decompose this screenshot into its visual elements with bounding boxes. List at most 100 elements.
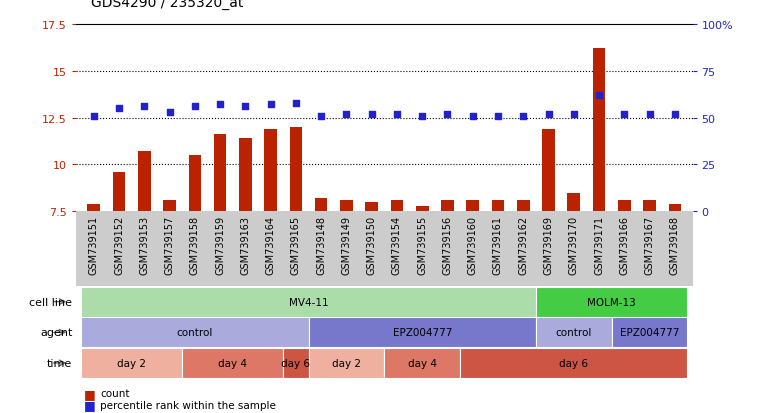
Point: [139, 104, 151, 110]
Bar: [416, 206, 428, 212]
Point: [239, 104, 251, 110]
Point: [669, 111, 681, 118]
Bar: [315, 199, 327, 212]
Bar: [308, 318, 536, 347]
Text: GSM739171: GSM739171: [594, 216, 604, 275]
Text: GSM739165: GSM739165: [291, 216, 301, 275]
Bar: [81, 318, 308, 347]
Bar: [390, 201, 403, 212]
Bar: [542, 130, 555, 212]
Bar: [618, 201, 631, 212]
Bar: [81, 287, 536, 317]
Bar: [536, 318, 612, 347]
Bar: [441, 201, 454, 212]
Bar: [239, 139, 252, 212]
Text: day 6: day 6: [282, 358, 310, 368]
Text: GSM739148: GSM739148: [316, 216, 326, 275]
Point: [593, 93, 605, 99]
Bar: [466, 201, 479, 212]
Text: ■: ■: [84, 398, 95, 411]
Bar: [113, 173, 126, 212]
Text: control: control: [556, 328, 592, 337]
Point: [644, 111, 656, 118]
Text: time: time: [47, 358, 72, 368]
Bar: [182, 348, 283, 378]
Text: GSM739160: GSM739160: [468, 216, 478, 275]
Text: GSM739155: GSM739155: [417, 216, 427, 275]
Point: [441, 111, 454, 118]
Point: [416, 113, 428, 120]
Bar: [138, 152, 151, 212]
Text: GSM739152: GSM739152: [114, 216, 124, 275]
Bar: [593, 49, 605, 212]
Bar: [517, 201, 530, 212]
Text: GSM739169: GSM739169: [543, 216, 553, 275]
Text: EPZ004777: EPZ004777: [620, 328, 680, 337]
Point: [113, 106, 125, 112]
Bar: [81, 348, 182, 378]
Point: [164, 109, 176, 116]
Bar: [668, 204, 681, 212]
Text: GSM739168: GSM739168: [670, 216, 680, 275]
Bar: [612, 318, 687, 347]
Text: GSM739167: GSM739167: [645, 216, 654, 275]
Text: GSM739159: GSM739159: [215, 216, 225, 275]
Point: [618, 111, 630, 118]
Text: GSM739157: GSM739157: [164, 216, 174, 275]
Text: GSM739149: GSM739149: [342, 216, 352, 275]
Text: cell line: cell line: [29, 297, 72, 307]
Text: GSM739162: GSM739162: [518, 216, 528, 275]
Text: GSM739164: GSM739164: [266, 216, 275, 275]
Text: day 4: day 4: [218, 358, 247, 368]
Point: [543, 111, 555, 118]
Text: MV4-11: MV4-11: [288, 297, 328, 307]
Text: GSM739151: GSM739151: [89, 216, 99, 275]
Text: percentile rank within the sample: percentile rank within the sample: [100, 400, 276, 410]
Text: GSM739170: GSM739170: [568, 216, 579, 275]
Bar: [214, 135, 227, 212]
Text: GSM739150: GSM739150: [367, 216, 377, 275]
Text: day 6: day 6: [559, 358, 588, 368]
Point: [568, 111, 580, 118]
Text: day 2: day 2: [332, 358, 361, 368]
Point: [265, 102, 277, 109]
Point: [315, 113, 327, 120]
Text: day 4: day 4: [408, 358, 437, 368]
Point: [466, 113, 479, 120]
Bar: [643, 201, 656, 212]
Bar: [384, 348, 460, 378]
Bar: [536, 287, 687, 317]
Bar: [340, 201, 353, 212]
Bar: [88, 204, 100, 212]
Text: control: control: [177, 328, 213, 337]
Point: [340, 111, 352, 118]
Text: GSM739156: GSM739156: [442, 216, 453, 275]
Bar: [283, 348, 308, 378]
Point: [189, 104, 201, 110]
Point: [391, 111, 403, 118]
Bar: [365, 202, 378, 212]
Point: [214, 102, 226, 109]
Bar: [308, 348, 384, 378]
Bar: [264, 130, 277, 212]
Text: EPZ004777: EPZ004777: [393, 328, 452, 337]
Bar: [568, 193, 580, 212]
Text: GSM739158: GSM739158: [189, 216, 200, 275]
Bar: [164, 201, 176, 212]
Text: GSM739153: GSM739153: [139, 216, 149, 275]
Text: GSM739154: GSM739154: [392, 216, 402, 275]
Text: MOLM-13: MOLM-13: [587, 297, 636, 307]
Text: ■: ■: [84, 387, 95, 400]
Text: GSM739166: GSM739166: [619, 216, 629, 275]
Text: count: count: [100, 388, 130, 398]
Bar: [189, 156, 201, 212]
Text: GDS4290 / 235320_at: GDS4290 / 235320_at: [91, 0, 244, 10]
Text: day 2: day 2: [117, 358, 146, 368]
Bar: [290, 128, 302, 212]
Point: [290, 100, 302, 107]
Text: agent: agent: [40, 328, 72, 337]
Bar: [492, 201, 505, 212]
Point: [517, 113, 530, 120]
Bar: [460, 348, 687, 378]
Point: [492, 113, 504, 120]
